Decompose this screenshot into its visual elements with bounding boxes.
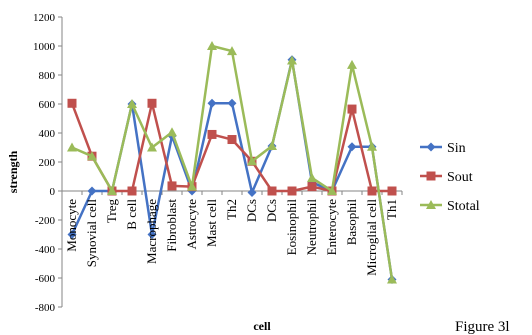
x-tick-label: Basophil [344,199,359,246]
data-point [367,186,377,196]
figure-caption: Figure 3l [455,319,510,335]
x-tick-label: Treg [104,199,119,224]
data-point [347,142,357,152]
data-point [107,186,117,195]
data-point [267,186,277,196]
data-point [87,151,97,161]
x-tick-label: Mast cell [204,199,219,247]
data-point [67,142,77,152]
data-point [287,186,297,196]
data-point [167,127,177,137]
y-tick-label: 1000 [33,41,56,53]
y-tick-label: -600 [35,273,56,285]
x-tick-label: Fibroblast [164,199,179,252]
data-point [167,181,177,191]
data-point [227,135,237,145]
data-point [387,274,397,284]
series-line-sin [70,58,394,280]
data-point [247,187,257,197]
x-tick-label: Microglial cell [364,199,379,276]
y-tick-label: 800 [39,70,56,82]
x-axis-title: cell [253,319,271,333]
legend-item-stotal: Stotal [420,199,480,214]
y-tick-label: 200 [39,157,56,169]
data-point [87,186,97,196]
data-point [327,186,337,195]
data-point [127,99,137,108]
data-point [67,230,77,239]
data-point [147,98,157,108]
data-point [347,59,357,69]
x-tick-labels: Monocyte Synovial cell Treg B cell Macrophag… [64,199,399,276]
y-tick-label: 400 [39,128,56,140]
legend-marker [426,200,436,209]
y-tick-label: 0 [50,186,56,198]
x-tick-label: Macrophage [144,199,159,264]
legend-label: Sout [447,170,473,185]
legend-label: Stotal [447,199,480,214]
x-tick-label: Th2 [224,199,239,220]
data-point [207,41,217,50]
series-stotal [67,41,397,284]
legend-item-sout: Sout [420,170,473,185]
y-axis: -800 -600 -400 -200 0 200 400 600 800 1000 1200 [33,12,63,314]
y-tick-label: 1200 [33,12,56,24]
x-tick-label: B cell [124,199,139,230]
x-tick-label: Astrocyte [184,199,199,250]
y-axis-title: strength [6,150,20,193]
data-point [307,172,317,182]
x-tick-label: Th1 [384,199,399,220]
x-tick-label: Enterocyte [324,199,339,256]
data-point [147,230,157,239]
y-tick-label: 600 [39,99,56,111]
x-tick-label: Eosinophil [284,199,299,256]
data-point [347,104,357,114]
y-tick-label: -200 [35,215,56,227]
series-sout [67,98,397,196]
x-tick-label: Neutrophil [304,199,319,256]
data-point [267,141,277,151]
data-point [127,186,137,196]
data-point [67,98,77,108]
y-tick-label: -800 [35,302,56,314]
legend-label: Sin [447,141,466,156]
data-point [287,55,297,65]
y-tick-label: -400 [35,244,56,256]
legend-item-sin: Sin [420,141,466,156]
data-point [207,98,217,108]
data-point [227,98,237,108]
legend: Sin Sout Stotal [420,141,480,214]
x-tick-label: Synovial cell [84,199,99,268]
data-point [307,182,317,192]
data-point [187,181,197,191]
legend-marker [426,171,436,181]
x-tick-label: Monocyte [64,199,79,252]
data-point [207,129,217,139]
data-point [147,142,157,152]
x-tick-label: DCs [244,199,259,222]
data-point [227,46,237,56]
series-layer [67,41,397,284]
data-point [367,141,377,151]
data-point [247,156,257,166]
x-tick-label: DCs [264,199,279,222]
data-point [387,186,397,196]
legend-marker [426,142,436,152]
